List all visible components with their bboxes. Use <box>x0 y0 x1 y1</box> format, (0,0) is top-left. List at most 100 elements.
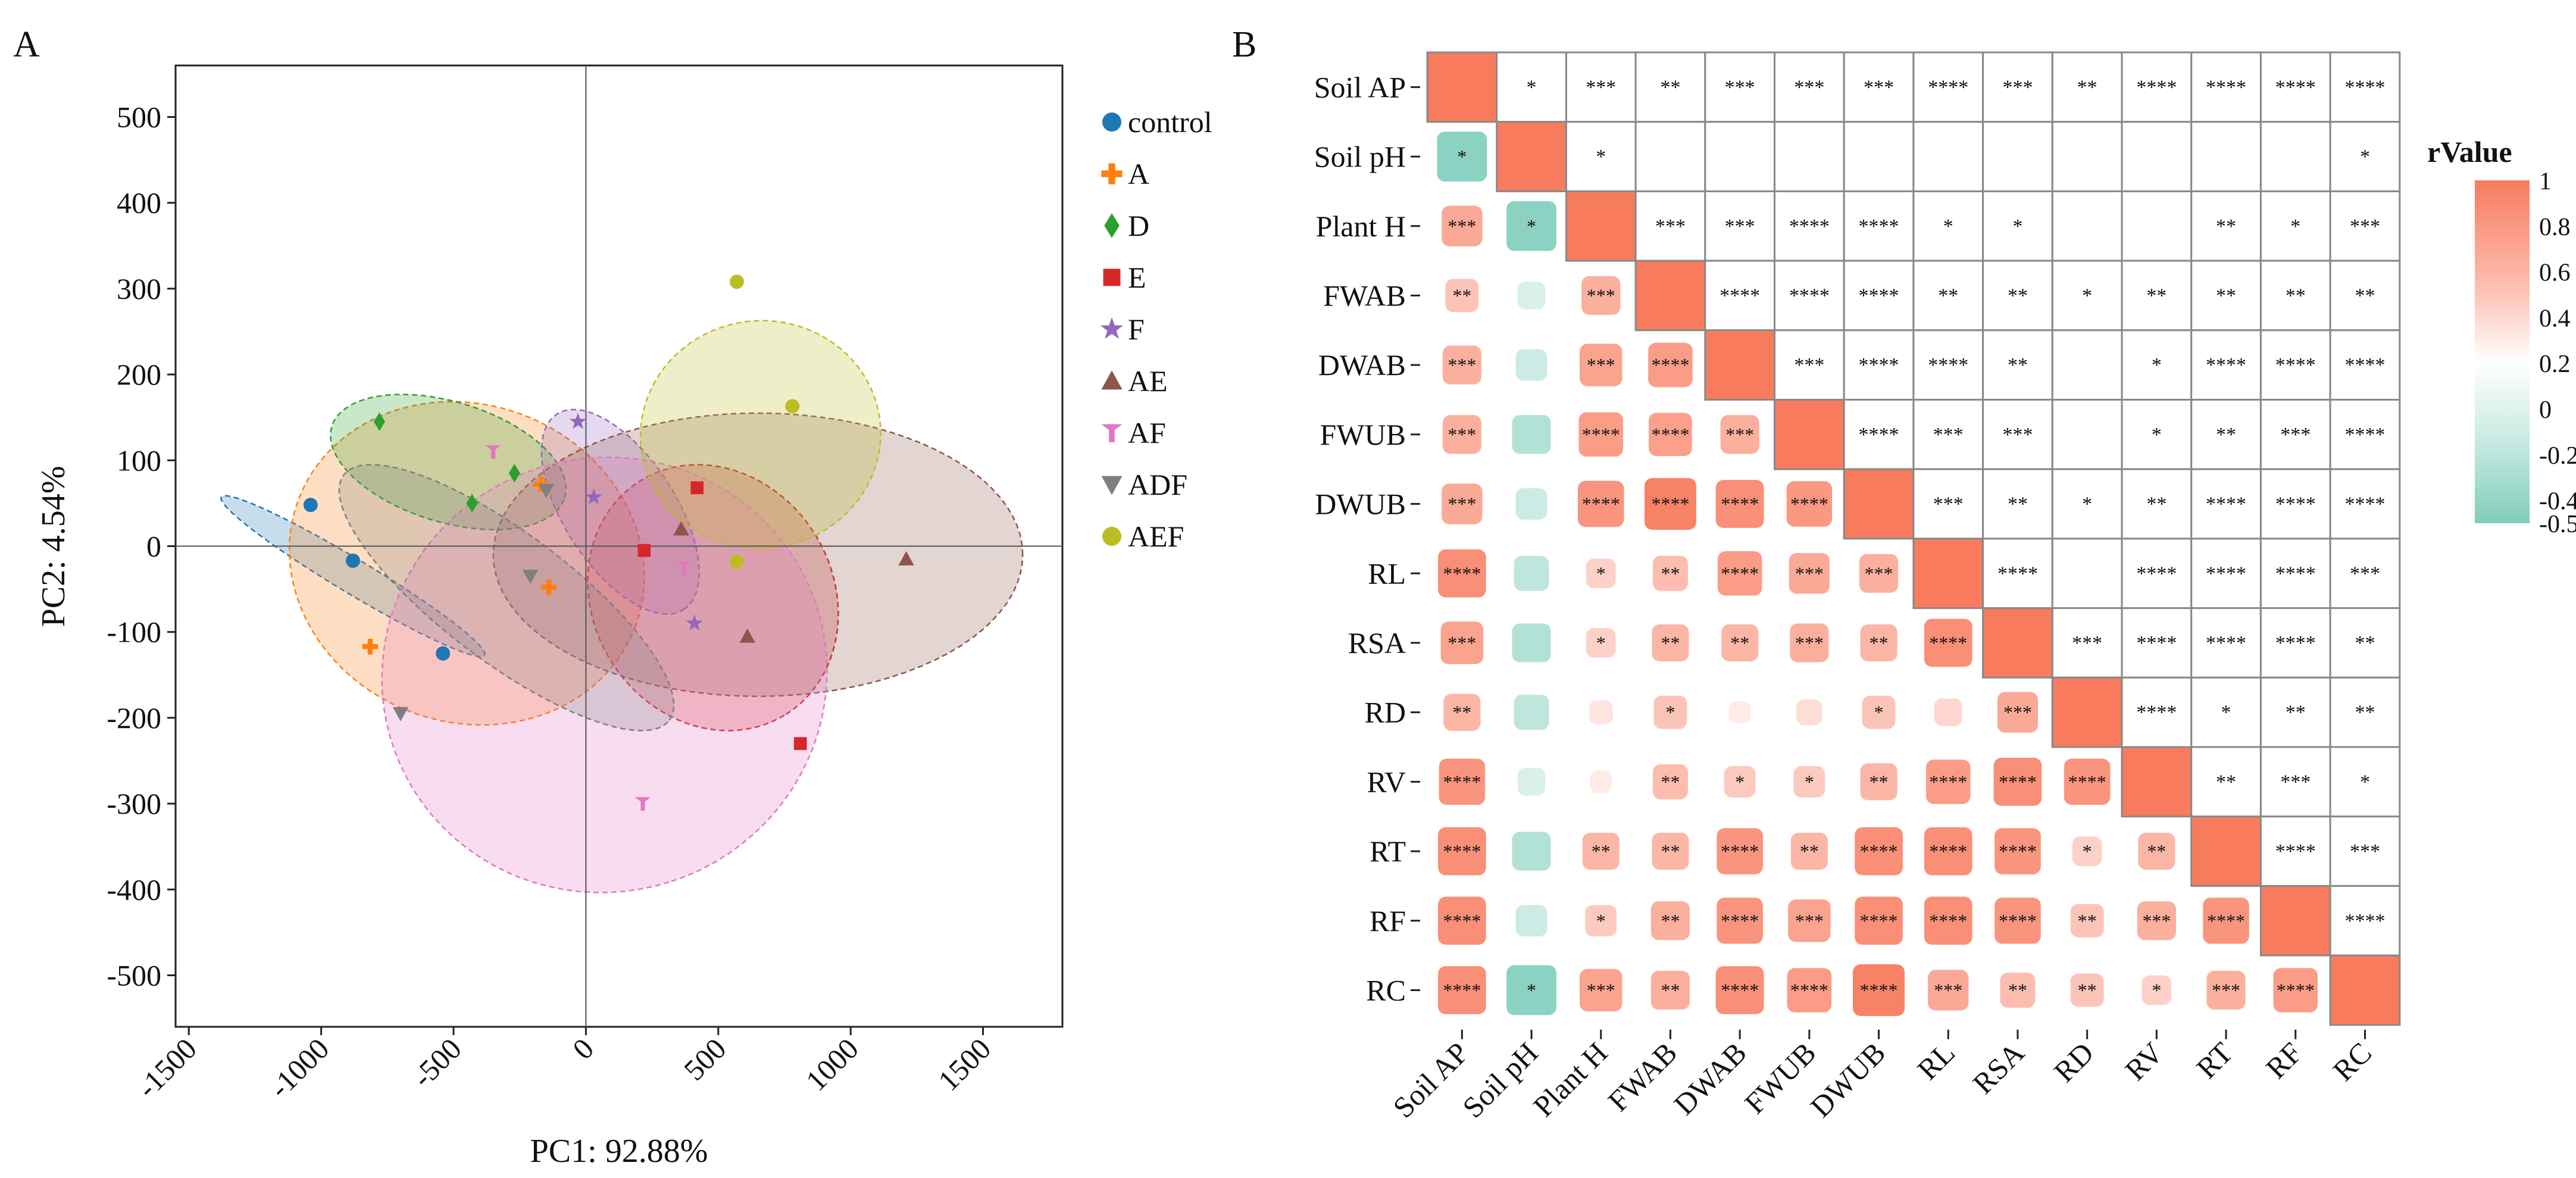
cell-dwab-soil-ph <box>1515 349 1548 381</box>
cell-rc-dwub <box>1853 964 1905 1016</box>
cell-rf-rf <box>2259 885 2331 957</box>
cell-rf-rd-sig: ** <box>2078 910 2097 932</box>
cell-rt-dwab <box>1717 828 1763 874</box>
legend-marker-a <box>1101 163 1123 185</box>
ellipse-af <box>381 456 828 893</box>
row-label-dwub: DWUB <box>1315 488 1406 521</box>
cell-rl-soil-ph <box>1514 555 1549 591</box>
cell-dwab-rf-sig: **** <box>2275 354 2316 376</box>
cell-rsa-rd-sig: *** <box>2072 632 2102 654</box>
point-af-1 <box>485 445 501 459</box>
col-label-dwab: DWAB <box>1667 1036 1753 1121</box>
cell-soil-ap-rv <box>2121 51 2193 123</box>
cell-rd-rsa-sig: *** <box>2003 702 2032 723</box>
cell-dwab-rsa-sig: ** <box>2008 354 2028 376</box>
y-tick-label-200: 200 <box>117 358 161 391</box>
cell-rl-rsa-sig: **** <box>1997 563 2038 585</box>
cell-dwub-soil-ph <box>1515 488 1548 520</box>
cell-fwab-rd-sig: * <box>2082 285 2092 307</box>
cell-rl-plant-h-sig: * <box>1596 563 1606 584</box>
cell-dwab-rl-sig: **** <box>1928 354 1968 376</box>
legend-label-ae: AE <box>1128 364 1168 398</box>
cell-plant-h-rl <box>1912 190 1984 262</box>
cell-rf-rl <box>1924 896 1972 945</box>
row-label-rc: RC <box>1366 973 1406 1007</box>
cell-rl-dwab-sig: **** <box>1721 563 1759 584</box>
cell-rf-plant-h <box>1585 905 1617 937</box>
col-label-rf: RF <box>2259 1036 2309 1085</box>
cell-rv-rsa-sig: **** <box>1999 771 2037 792</box>
cell-soil-ap-rf-sig: **** <box>2275 76 2316 98</box>
cell-plant-h-rt <box>2190 190 2262 262</box>
point-adf-3 <box>538 484 554 498</box>
col-label-fwab: FWAB <box>1601 1036 1683 1118</box>
colorbar-tick-label-5: 0 <box>2539 396 2552 424</box>
cell-plant-h-rv <box>2121 190 2193 262</box>
cell-rsa-rsa <box>1982 607 2053 679</box>
ellipse-a <box>288 401 645 726</box>
cell-rv-rt-sig: ** <box>2216 771 2236 793</box>
colorbar-tick-label-2: 0.6 <box>2539 260 2571 287</box>
cell-rt-fwub <box>1790 833 1828 870</box>
pca-x-axis-label: PC1: 92.88% <box>530 1133 708 1170</box>
ellipse-d <box>330 393 567 530</box>
cell-rsa-fwub-sig: *** <box>1795 632 1824 654</box>
cell-rt-fwab-sig: ** <box>1661 840 1680 862</box>
cell-rt-dwab-sig: **** <box>1721 840 1759 862</box>
cell-rsa-rv-sig: **** <box>2136 632 2177 654</box>
cell-rc-dwab <box>1715 966 1764 1014</box>
cell-rl-fwub-sig: *** <box>1795 563 1824 584</box>
cell-rsa-plant-h <box>1586 628 1616 658</box>
cell-fwub-rf-sig: *** <box>2280 424 2311 446</box>
cell-plant-h-soil-ph <box>1506 201 1556 251</box>
cell-rl-dwab <box>1717 551 1762 596</box>
cell-soil-ap-dwub-sig: *** <box>1864 76 1894 98</box>
point-d-1 <box>373 412 386 431</box>
cell-fwub-fwab <box>1649 413 1692 457</box>
cell-rf-plant-h-sig: * <box>1596 910 1606 932</box>
cell-dwab-dwub-sig: **** <box>1859 354 1899 376</box>
cell-rt-rf-sig: **** <box>2275 840 2316 863</box>
cell-soil-ph-rc-sig: * <box>2360 146 2370 168</box>
cell-dwab-rsa <box>1982 329 2053 401</box>
colorbar-tick-label-8: -0.5 <box>2539 511 2576 538</box>
cell-dwab-fwab-sig: **** <box>1651 354 1689 376</box>
cell-rsa-rt <box>2190 607 2262 679</box>
cell-rd-soil-ap <box>1443 693 1481 731</box>
y-tick-label-100: 100 <box>117 443 161 477</box>
cell-fwab-dwub <box>1843 260 1915 332</box>
y-tick-label-400: 400 <box>117 186 161 220</box>
x-tick-label--500: -500 <box>405 1032 467 1093</box>
cell-rc-fwab <box>1650 970 1690 1010</box>
cell-rl-rc-sig: *** <box>2350 563 2380 585</box>
y-tick-label--300: -300 <box>107 787 161 820</box>
point-f-3 <box>686 614 703 631</box>
legend-marker-control <box>1102 113 1121 132</box>
y-tick-label--100: -100 <box>107 615 161 649</box>
col-label-rt: RT <box>2190 1036 2239 1085</box>
point-af-3 <box>634 797 651 811</box>
cell-rsa-soil-ap-sig: *** <box>1448 632 1476 654</box>
point-control-2 <box>346 554 360 568</box>
legend-marker-d <box>1104 213 1120 238</box>
cell-rl-soil-ap <box>1438 549 1486 598</box>
cell-rt-rv-sig: ** <box>2147 840 2166 862</box>
legend-label-a: A <box>1128 157 1149 190</box>
col-label-rv: RV <box>2118 1036 2169 1087</box>
cell-rd-rv-sig: **** <box>2136 702 2177 724</box>
cell-rc-fwab-sig: ** <box>1661 979 1680 1001</box>
cell-fwab-soil-ap <box>1445 279 1479 313</box>
cell-rt-dwub-sig: **** <box>1860 840 1898 862</box>
pca-chart: -1500 -1000 -500 0 500 1000 1500 -500-400-300-… <box>35 64 1212 1170</box>
cell-fwub-plant-h <box>1578 412 1623 457</box>
cell-rc-dwab-sig: **** <box>1721 979 1759 1001</box>
cell-rl-rd <box>2051 538 2123 610</box>
col-label-dwub: DWUB <box>1804 1036 1892 1124</box>
x-tick-label-0: 0 <box>566 1032 600 1065</box>
cell-rf-soil-ph <box>1515 905 1548 937</box>
cell-fwab-rf-sig: ** <box>2286 285 2306 307</box>
pca-y-axis-label: PC2: 4.54% <box>35 466 72 627</box>
cell-rv-rv <box>2121 746 2193 818</box>
cell-rv-dwab <box>1724 765 1756 798</box>
cell-rd-soil-ap-sig: ** <box>1452 702 1471 723</box>
